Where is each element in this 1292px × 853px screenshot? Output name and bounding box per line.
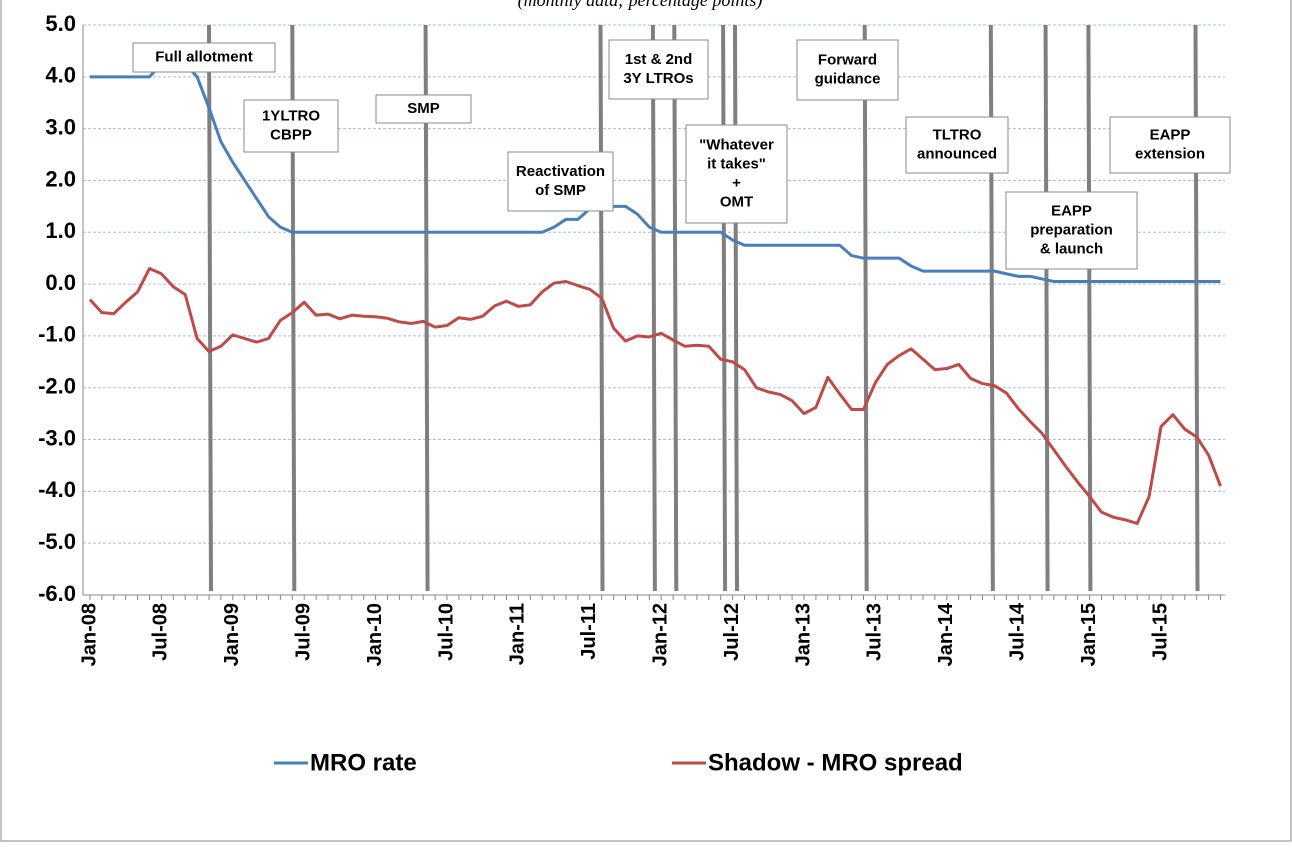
x-tick-label: Jan-15 bbox=[1078, 603, 1100, 666]
event-label: + bbox=[732, 174, 741, 191]
x-tick-label: Jan-12 bbox=[649, 603, 671, 666]
y-tick-label: 1.0 bbox=[45, 218, 76, 243]
y-tick-label: -1.0 bbox=[38, 322, 76, 347]
event-line bbox=[988, 24, 995, 592]
event-box bbox=[796, 39, 899, 101]
y-tick-label: 0.0 bbox=[45, 270, 76, 295]
x-tick-label: Jan-14 bbox=[935, 602, 957, 666]
event-label: EAPP bbox=[1150, 126, 1191, 143]
y-tick-label: -2.0 bbox=[38, 374, 76, 399]
event-line bbox=[207, 24, 213, 592]
event-line bbox=[862, 24, 869, 592]
legend-label: Shadow - MRO spread bbox=[708, 749, 963, 776]
event-box bbox=[1109, 116, 1231, 174]
event-box bbox=[1005, 191, 1138, 270]
x-tick-label: Jan-08 bbox=[78, 603, 100, 666]
event-label: & launch bbox=[1040, 240, 1103, 257]
x-tick-label: Jan-09 bbox=[221, 603, 243, 666]
x-tick-label: Jan-11 bbox=[507, 603, 529, 665]
y-tick-label: 4.0 bbox=[45, 63, 76, 88]
event-label: 1st & 2nd bbox=[625, 51, 693, 68]
y-tick-label: 2.0 bbox=[45, 166, 76, 191]
event-label: Reactivation bbox=[516, 163, 605, 180]
event-label: EAPP bbox=[1051, 202, 1092, 219]
series-line bbox=[90, 62, 1221, 283]
y-tick-label: -5.0 bbox=[38, 529, 76, 554]
event-line bbox=[1086, 24, 1093, 592]
x-tick-label: Jan-10 bbox=[364, 603, 386, 666]
event-label: 3Y LTROs bbox=[623, 70, 693, 87]
event-line bbox=[672, 24, 679, 592]
event-label: guidance bbox=[815, 70, 881, 87]
y-tick-label: -3.0 bbox=[38, 425, 76, 450]
event-label: OMT bbox=[720, 193, 753, 210]
event-line bbox=[1193, 24, 1200, 592]
y-tick-label: -6.0 bbox=[38, 581, 76, 606]
x-tick-label: Jan-13 bbox=[792, 603, 814, 666]
series-line bbox=[88, 267, 1222, 525]
event-line bbox=[650, 24, 657, 592]
x-tick-label: Jul-10 bbox=[435, 603, 457, 661]
event-line bbox=[1043, 24, 1050, 592]
event-box bbox=[608, 39, 709, 100]
event-box bbox=[685, 124, 788, 224]
event-label: extension bbox=[1135, 145, 1205, 162]
x-tick-label: Jul-08 bbox=[150, 603, 172, 661]
event-box bbox=[905, 116, 1009, 174]
x-tick-label: Jul-14 bbox=[1006, 602, 1028, 661]
x-tick-label: Jul-15 bbox=[1149, 603, 1171, 661]
x-tick-label: Jul-09 bbox=[292, 603, 314, 661]
y-tick-label: 3.0 bbox=[45, 114, 76, 139]
y-tick-label: 5.0 bbox=[45, 11, 76, 36]
event-label: Forward bbox=[818, 51, 877, 68]
event-line bbox=[598, 24, 605, 592]
event-box bbox=[507, 151, 614, 212]
x-tick-label: Jul-11 bbox=[578, 603, 600, 660]
event-label: "Whatever bbox=[699, 136, 774, 153]
event-line bbox=[721, 24, 728, 592]
event-label: preparation bbox=[1030, 221, 1113, 238]
event-label: CBPP bbox=[270, 126, 312, 143]
event-label: Full allotment bbox=[155, 48, 253, 65]
x-tick-label: Jul-13 bbox=[864, 603, 886, 661]
event-box bbox=[375, 94, 472, 124]
event-label: 1YLTRO bbox=[262, 107, 320, 124]
event-label: SMP bbox=[407, 100, 440, 117]
event-box bbox=[243, 99, 339, 153]
chart-subtitle: (monthly data; percentage points) bbox=[518, 0, 763, 11]
event-label: announced bbox=[917, 145, 997, 162]
event-label: TLTRO bbox=[933, 126, 982, 143]
event-line bbox=[732, 24, 739, 592]
event-label: of SMP bbox=[535, 182, 586, 199]
legend-label: MRO rate bbox=[310, 749, 417, 776]
event-label: it takes" bbox=[707, 155, 766, 172]
event-box bbox=[132, 42, 276, 73]
y-tick-label: -4.0 bbox=[38, 477, 76, 502]
x-tick-label: Jul-12 bbox=[721, 603, 743, 661]
